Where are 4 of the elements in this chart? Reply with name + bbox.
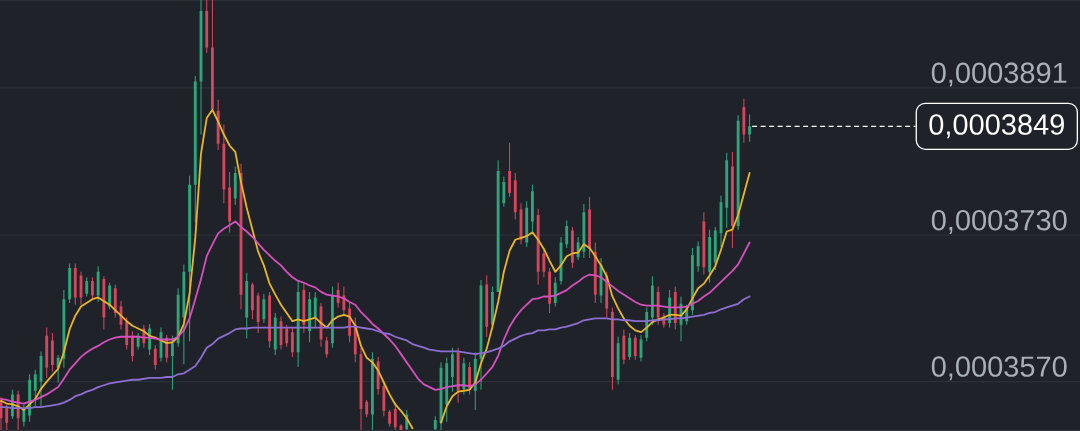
y-tick-label: 0,0003570 [931, 356, 1067, 381]
y-tick-label: 0,0003730 [931, 209, 1067, 234]
y-tick-label: 0,0003891 [931, 62, 1067, 87]
ref-line-label: 0,0003849 [929, 114, 1064, 139]
